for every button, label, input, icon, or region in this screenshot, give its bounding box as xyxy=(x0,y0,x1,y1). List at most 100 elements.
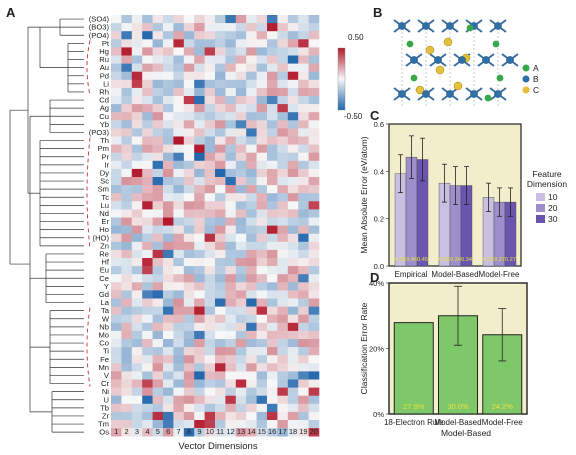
heatmap-cell xyxy=(152,185,164,194)
heatmap-cell xyxy=(142,63,153,72)
heatmap-cell xyxy=(173,363,185,372)
heatmap-cell xyxy=(308,112,320,121)
heatmap-cell xyxy=(277,249,289,259)
heatmap-cell xyxy=(267,225,278,234)
heatmap-cell xyxy=(277,104,289,113)
heatmap-cell xyxy=(256,347,268,356)
heatmap-cell xyxy=(111,201,122,210)
heatmap-cell xyxy=(277,233,289,243)
heatmap-cell xyxy=(111,87,122,97)
heatmap-cell xyxy=(204,249,216,259)
heatmap-cell xyxy=(298,298,309,307)
heatmap-cell xyxy=(308,258,320,267)
heatmap-cell xyxy=(267,339,278,348)
heatmap-cell xyxy=(194,55,205,64)
heatmap-cell xyxy=(267,112,278,121)
heatmap-cell xyxy=(194,387,205,396)
heatmap-cell xyxy=(152,241,164,251)
heatmap-cell xyxy=(121,39,133,48)
heatmap-cell xyxy=(308,104,320,113)
heatmap-cell xyxy=(152,55,164,64)
heatmap-cell xyxy=(173,290,185,299)
heatmap-cell xyxy=(194,144,205,153)
heatmap-cell xyxy=(173,209,185,218)
heatmap-cell xyxy=(215,47,226,56)
heatmap-cell xyxy=(246,209,257,218)
heatmap-cell xyxy=(121,152,133,162)
heatmap-cell xyxy=(142,363,153,372)
heatmap-cell xyxy=(142,112,153,121)
heatmap-cell xyxy=(256,428,268,437)
col-label: 10 xyxy=(206,427,214,436)
heatmap-cell xyxy=(256,185,268,194)
heatmap-cell xyxy=(111,428,122,437)
chart-d-y-label: Classification Error Rate xyxy=(359,302,369,394)
heatmap-cell xyxy=(246,347,257,356)
heatmap-cell xyxy=(204,355,216,364)
heatmap-cell xyxy=(142,258,153,267)
heatmap-row-labels: (SO4)(BO3)(PO4)PtHgRuAuPdLiRhCdAgCuYb(PO… xyxy=(89,15,110,437)
heatmap-cell xyxy=(246,15,257,24)
heatmap-cell xyxy=(152,193,164,202)
heatmap-cell xyxy=(173,298,185,307)
heatmap-cell xyxy=(194,274,205,283)
heatmap-cell xyxy=(111,177,122,186)
chart-d-x-label: Model-Based xyxy=(441,428,491,438)
heatmap-cell xyxy=(111,339,122,348)
heatmap-cell xyxy=(173,395,185,405)
heatmap-cell xyxy=(225,420,237,429)
heatmap-cell xyxy=(225,160,237,170)
heatmap-cell xyxy=(142,87,153,97)
heatmap-cell xyxy=(173,428,185,437)
heatmap-cell xyxy=(256,104,268,113)
heatmap-cell xyxy=(277,298,289,307)
heatmap-cell xyxy=(183,55,195,64)
heatmap-cell xyxy=(131,209,143,218)
heatmap-cell xyxy=(256,330,268,340)
heatmap-cell xyxy=(152,395,164,405)
colorbar-min: -0.50 xyxy=(344,112,363,121)
row-label: Ni xyxy=(102,387,109,396)
heatmap-cell xyxy=(287,371,299,380)
y-tick-label: 0% xyxy=(373,410,384,419)
row-label: Cr xyxy=(101,379,109,388)
heatmap-cell xyxy=(246,298,257,307)
chart-d: 0% 20% 40% Classification Error Rate 27.9% 18… xyxy=(359,279,528,438)
heatmap-cell xyxy=(204,379,216,388)
heatmap-cell xyxy=(267,15,278,24)
heatmap-cell xyxy=(204,87,216,97)
heatmap-cell xyxy=(246,395,257,405)
heatmap-cell xyxy=(298,128,309,137)
row-label: Nb xyxy=(99,322,109,331)
heatmap-cell xyxy=(121,233,133,243)
heatmap-cell xyxy=(183,168,195,178)
heatmap-cell xyxy=(246,322,257,332)
row-label: Li xyxy=(103,79,109,88)
heatmap-cell xyxy=(142,225,153,234)
heatmap-cell xyxy=(215,339,226,348)
heatmap-cell xyxy=(256,96,268,105)
heatmap-cell xyxy=(131,379,143,388)
heatmap-cell xyxy=(277,209,289,218)
heatmap-cell xyxy=(194,23,205,32)
heatmap-cell xyxy=(121,104,133,113)
heatmap-cell xyxy=(267,241,278,251)
row-label: Pr xyxy=(101,152,109,161)
heatmap-cell xyxy=(267,258,278,267)
heatmap-cell xyxy=(298,39,309,48)
heatmap-cell xyxy=(121,209,133,218)
heatmap-cell xyxy=(163,411,174,421)
row-label: Y xyxy=(104,282,109,291)
heatmap-cell xyxy=(121,306,133,315)
heatmap xyxy=(111,15,320,437)
heatmap-cell xyxy=(131,144,143,153)
heatmap-cell xyxy=(142,120,153,129)
heatmap-cell xyxy=(308,387,320,396)
chart-c-data-label: 0.34 xyxy=(461,257,473,263)
heatmap-cell xyxy=(308,63,320,72)
heatmap-cell xyxy=(121,379,133,388)
heatmap-cell xyxy=(204,185,216,194)
heatmap-cell xyxy=(142,31,153,40)
heatmap-cell xyxy=(142,420,153,429)
heatmap-cell xyxy=(142,104,153,113)
